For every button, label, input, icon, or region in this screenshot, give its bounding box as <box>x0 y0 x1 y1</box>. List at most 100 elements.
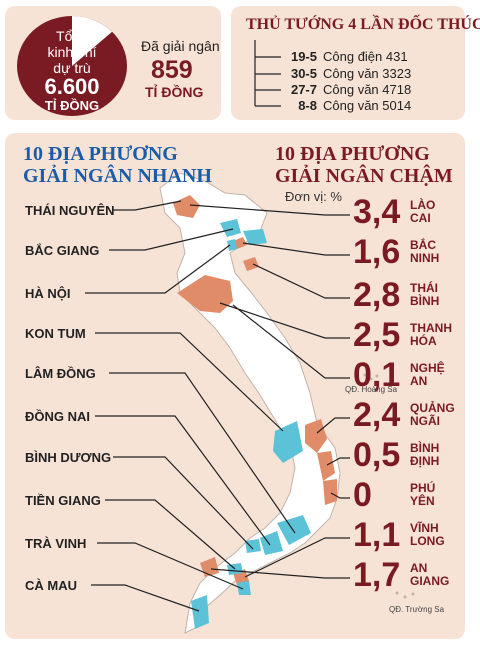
budget-pie <box>17 16 127 116</box>
slow-province-name: THÁI BÌNH <box>410 282 460 308</box>
slow-name-line2: HÓA <box>410 334 437 348</box>
province-thanh-hoa <box>177 275 233 313</box>
timeline-date: 30-5 <box>290 66 317 81</box>
province-an-giang <box>200 557 219 577</box>
budget-line3: dự trù <box>53 60 91 76</box>
timeline-date: 8-8 <box>298 98 317 113</box>
slow-province-name: PHÚ YÊN <box>410 482 460 508</box>
slow-name-line1: LÀO <box>410 198 436 212</box>
fast-province-label: TIỀN GIANG <box>25 493 101 508</box>
disbursed-unit: TỈ ĐỒNG <box>145 84 204 100</box>
fast-province-label: LÂM ĐỒNG <box>25 366 96 381</box>
slow-name-line2: LONG <box>410 534 445 548</box>
slow-value: 0,1 <box>353 356 401 394</box>
timeline-doc: Công văn 3323 <box>323 66 412 81</box>
slow-name-line1: THÁI <box>410 281 438 295</box>
fast-province-label: KON TUM <box>25 326 86 341</box>
slow-name-line1: BẮC <box>410 238 436 252</box>
slow-value: 0 <box>353 476 372 514</box>
fast-province-label: CÀ MAU <box>25 578 77 593</box>
fast-province-label: BÌNH DƯƠNG <box>25 450 112 465</box>
budget-line2: kinh phí <box>47 44 97 60</box>
disbursed-value: 859 <box>151 56 193 84</box>
province-dong-nai <box>260 531 283 555</box>
slow-name-line2: NINH <box>410 251 440 265</box>
fast-province-label: HÀ NỘI <box>25 286 71 301</box>
slow-name-line2: ĐỊNH <box>410 454 440 468</box>
province-ca-mau <box>191 595 209 629</box>
disbursed-slice <box>72 16 113 66</box>
slow-heading-line1: 10 ĐỊA PHƯƠNG <box>275 143 430 165</box>
budget-unit: TỈ ĐỒNG <box>44 98 100 113</box>
province-thai-nguyen <box>220 219 241 237</box>
budget-line1: Tổng <box>56 28 88 44</box>
province-tra-vinh <box>237 581 251 595</box>
unit-label: Đơn vị: % <box>285 189 342 204</box>
truong-sa-islands <box>395 591 415 599</box>
slow-province-name: BẮC NINH <box>410 239 460 265</box>
fast-heading-line2: GIẢI NGÂN NHANH <box>23 165 212 187</box>
timeline-item: 27-7 Công văn 4718 <box>277 82 411 97</box>
province-ha-noi <box>227 239 237 251</box>
fast-province-label: BẮC GIANG <box>25 243 100 258</box>
budget-circle: Tổng kinh phí dự trù 6.600 TỈ ĐỒNG <box>17 16 127 116</box>
slow-value: 1,6 <box>353 233 401 271</box>
timeline-panel: THỦ TƯỚNG 4 LẦN ĐỐC THÚC 19-5 Công điện 4… <box>231 6 480 120</box>
timeline-doc: Công điện 431 <box>323 49 408 64</box>
slow-name-line2: NGÃI <box>410 414 440 428</box>
slow-leader-lines <box>189 204 350 579</box>
budget-panel: Tổng kinh phí dự trù 6.600 TỈ ĐỒNG Đã gi… <box>5 6 221 120</box>
fast-leader-lines <box>85 200 296 612</box>
province-bac-giang <box>243 229 267 245</box>
province-lam-dong <box>277 515 311 545</box>
slow-value: 3,4 <box>353 193 401 231</box>
slow-name-line2: GIANG <box>410 574 450 588</box>
timeline-item: 30-5 Công văn 3323 <box>277 66 411 81</box>
slow-province-name: NGHỆ AN <box>410 362 460 388</box>
slow-province-name: THANH HÓA <box>410 322 460 348</box>
disbursed-label: Đã giải ngân <box>141 38 220 54</box>
timeline-date: 27-7 <box>290 82 317 97</box>
slow-name-line1: PHÚ <box>410 481 436 495</box>
timeline-title: THỦ TƯỚNG 4 LẦN ĐỐC THÚC <box>246 16 480 33</box>
timeline-date: 19-5 <box>290 49 317 64</box>
slow-name-line2: YÊN <box>410 494 435 508</box>
slow-province-name: BÌNH ĐỊNH <box>410 442 460 468</box>
slow-name-line1: AN <box>410 561 428 575</box>
province-phu-yen <box>323 479 337 505</box>
map-panel: 10 ĐỊA PHƯƠNG GIẢI NGÂN NHANH 10 ĐỊA PHƯ… <box>5 133 465 639</box>
hoang-sa-label: QĐ. Hoàng Sa <box>345 385 398 394</box>
timeline-connector <box>254 40 281 107</box>
slow-name-line2: AN <box>410 374 428 388</box>
province-quang-ngai <box>305 419 327 453</box>
province-bac-ninh <box>233 237 247 249</box>
slow-value: 1,7 <box>353 556 401 594</box>
fast-province-label: THÁI NGUYÊN <box>25 203 115 218</box>
slow-name-line2: BÌNH <box>410 294 440 308</box>
slow-value: 0,5 <box>353 436 401 474</box>
truong-sa-label: QĐ. Trường Sa <box>389 605 445 614</box>
slow-name-line1: QUẢNG <box>410 401 455 415</box>
timeline-doc: Công văn 4718 <box>323 82 412 97</box>
slow-name-line2: CAI <box>410 211 431 225</box>
vietnam-map <box>85 172 415 634</box>
slow-value: 2,8 <box>353 276 401 314</box>
province-binh-duong <box>245 539 261 553</box>
province-kon-tum <box>273 421 303 463</box>
budget-value: 6.600 <box>44 74 100 99</box>
fast-province-label: ĐỒNG NAI <box>25 409 90 424</box>
slow-value: 2,5 <box>353 316 401 354</box>
province-thai-binh <box>243 257 259 271</box>
slow-name-line1: THANH <box>410 321 452 335</box>
slow-province-name: LÀO CAI <box>410 199 460 225</box>
timeline-item: 19-5 Công điện 431 <box>277 49 408 64</box>
hoang-sa-islands <box>363 373 379 381</box>
fast-province-label: TRÀ VINH <box>25 536 87 551</box>
slow-province-name: AN GIANG <box>410 562 460 588</box>
slow-province-name: QUẢNG NGÃI <box>410 402 460 428</box>
timeline-doc: Công văn 5014 <box>323 98 412 113</box>
slow-name-line1: VĨNH <box>410 521 439 535</box>
slow-province-name: VĨNH LONG <box>410 522 460 548</box>
slow-heading: 10 ĐỊA PHƯƠNG GIẢI NGÂN CHẬM <box>275 143 453 187</box>
slow-heading-line2: GIẢI NGÂN CHẬM <box>275 165 453 187</box>
